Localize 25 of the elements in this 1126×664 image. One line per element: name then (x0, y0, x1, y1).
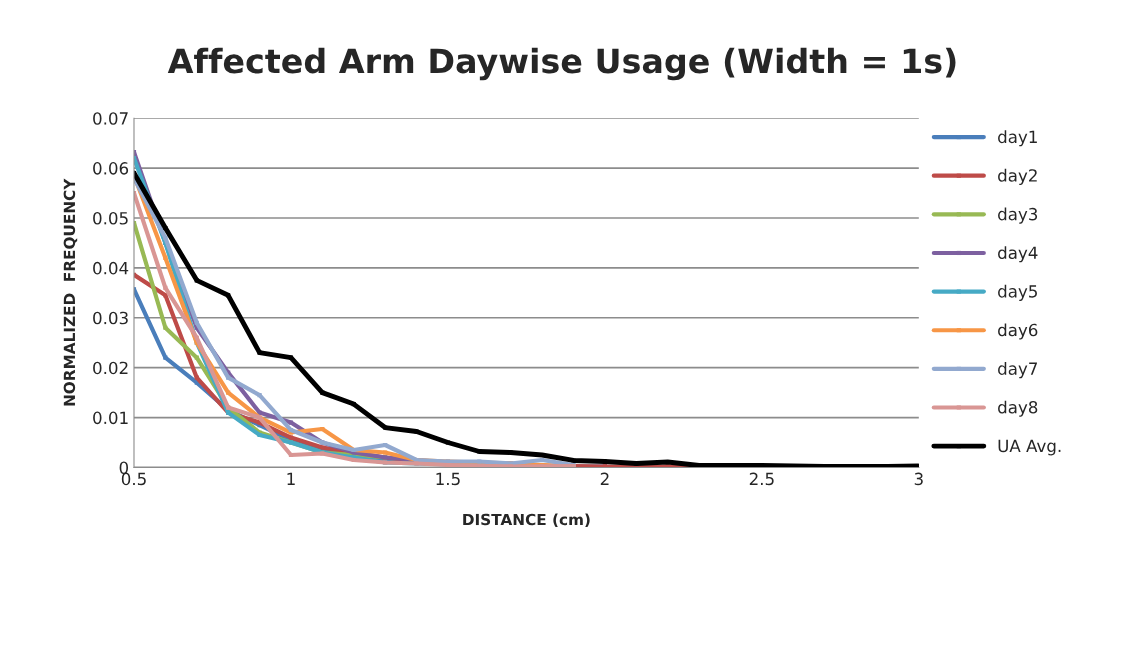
legend-label: UA Avg. (998, 439, 1061, 456)
legend-label: day3 (998, 207, 1038, 224)
chart-title: Affected Arm Daywise Usage (Width = 1s) (167, 47, 956, 81)
x-axis-title: DISTANCE (cm) (463, 513, 590, 528)
x-tick-label: 2 (600, 472, 609, 485)
legend-label: day7 (998, 362, 1037, 379)
x-tick-label: 3 (914, 472, 923, 486)
y-tick-label: 0.03 (93, 311, 128, 325)
legend-label: day5 (998, 284, 1037, 301)
legend-label: day1 (998, 130, 1037, 147)
y-tick-label: 0.05 (93, 211, 128, 225)
y-tick-label: 0.06 (93, 162, 129, 175)
x-tick-label: 1 (287, 472, 295, 485)
legend-label: day8 (998, 400, 1038, 417)
y-axis-title: NORMALIZED FREQUENCY (63, 178, 78, 406)
x-tick-label: 2.5 (749, 472, 774, 486)
y-tick-label: 0.07 (93, 112, 128, 125)
y-tick-label: 0.04 (93, 261, 129, 275)
y-tick-label: 0.02 (93, 361, 128, 375)
y-tick-label: 0.01 (93, 411, 128, 425)
x-tick-label: 1.5 (436, 472, 460, 486)
legend-label: day4 (998, 246, 1038, 263)
legend-label: day6 (998, 323, 1038, 340)
x-tick-label: 0.5 (121, 472, 146, 486)
legend-label: day2 (998, 168, 1037, 185)
